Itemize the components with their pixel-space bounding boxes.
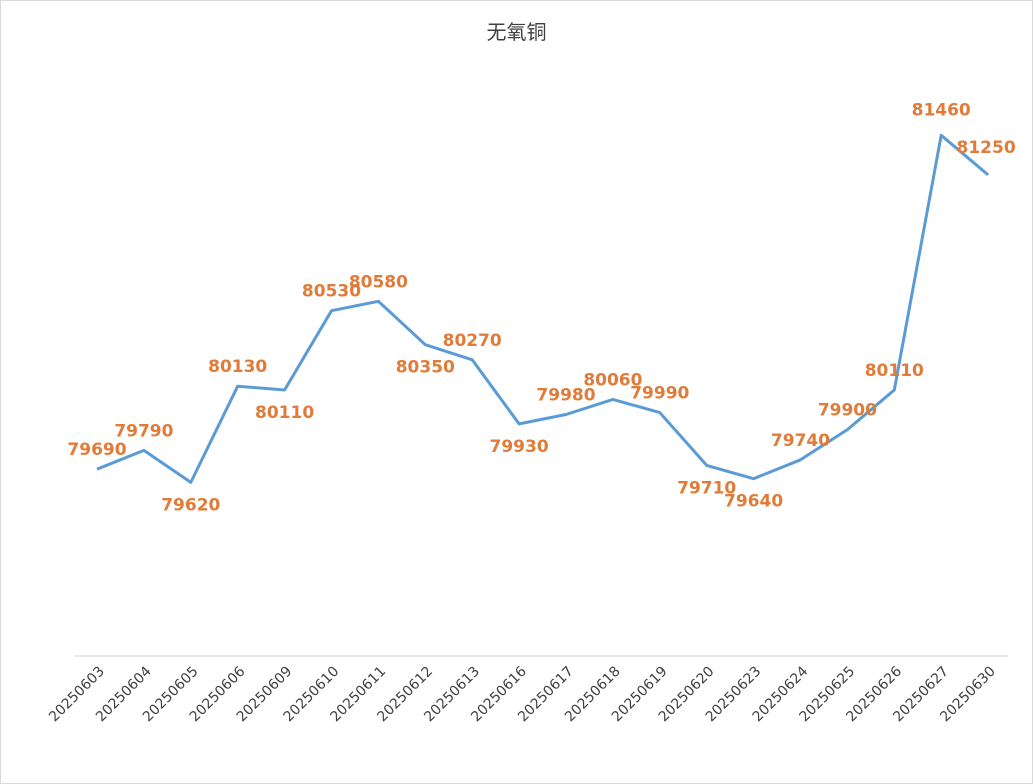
- data-label: 79690: [67, 440, 126, 460]
- data-label: 80270: [443, 331, 502, 351]
- data-label: 80350: [396, 358, 455, 378]
- data-label: 80110: [255, 403, 314, 423]
- data-label: 79740: [771, 431, 830, 451]
- data-label: 80060: [583, 370, 642, 390]
- data-label: 80130: [208, 357, 267, 377]
- data-label: 79640: [724, 492, 783, 512]
- series-line: [96, 133, 990, 484]
- data-label: 79980: [536, 386, 595, 406]
- data-label: 81460: [912, 100, 971, 120]
- data-label: 79790: [114, 421, 173, 441]
- data-label: 79620: [161, 495, 220, 515]
- data-label: 79990: [630, 384, 689, 404]
- data-label: 79900: [818, 401, 877, 421]
- chart-title: 无氧铜: [486, 20, 547, 44]
- data-label: 79930: [490, 437, 549, 457]
- data-label: 80530: [302, 282, 361, 302]
- data-label: 81250: [957, 138, 1016, 158]
- data-label: 80580: [349, 272, 408, 292]
- data-label: 80110: [865, 361, 924, 381]
- data-label: 79710: [677, 478, 736, 498]
